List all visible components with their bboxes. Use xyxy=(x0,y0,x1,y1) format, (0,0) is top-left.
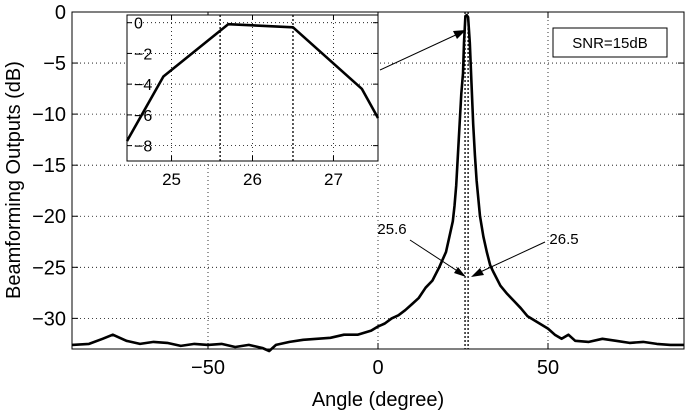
inset-ticks: 25 26 27 0 −2 −4 −6 −8 xyxy=(127,15,378,189)
inset-y-tick-label: −2 xyxy=(134,46,152,63)
inset-curve-layer xyxy=(125,15,380,161)
zoom-arrow-line xyxy=(379,32,461,71)
main-ticks: −50 0 500−5−10−15−20−25−30 xyxy=(32,2,684,379)
x-axis-label: Angle (degree) xyxy=(312,389,444,411)
inset-y-tick-label: −8 xyxy=(134,139,152,156)
x-tick-label: 50 xyxy=(537,357,559,379)
inset-y-tick-label: 0 xyxy=(134,16,143,33)
marker-label-26-5: 26.5 xyxy=(549,231,578,248)
snr-legend: SNR=15dB xyxy=(552,27,668,58)
marker-label-25-6: 25.6 xyxy=(377,221,406,238)
main-curve-layer xyxy=(71,12,684,353)
y-tick-label: −15 xyxy=(32,155,66,177)
inset-x-tick-label: 27 xyxy=(324,170,343,189)
beamforming-curve xyxy=(71,13,684,353)
inset-grid xyxy=(127,15,378,161)
x-tick-label: −50 xyxy=(191,357,225,379)
snr-legend-text: SNR=15dB xyxy=(572,35,647,52)
y-tick-label: −25 xyxy=(32,257,66,279)
inset-beamforming-curve xyxy=(125,22,380,142)
y-tick-label: −30 xyxy=(32,308,66,330)
inset-y-tick-label: −6 xyxy=(134,108,152,125)
marker-arrow-25-6-head xyxy=(454,267,466,277)
snr-legend-box xyxy=(552,27,668,58)
y-tick-label: −20 xyxy=(32,206,66,228)
inset-plot: 25 26 27 0 −2 −4 −6 −8 xyxy=(125,14,380,189)
y-tick-label: −10 xyxy=(32,104,66,126)
marker-arrow-26-5-head xyxy=(471,268,484,277)
y-axis-label: Beamforming Outputs (dB) xyxy=(3,61,25,299)
marker-arrow-26-5-line xyxy=(475,241,546,275)
annotations: 25.6 26.5 xyxy=(377,30,579,277)
inset-x-tick-label: 26 xyxy=(243,170,262,189)
inset-x-tick-label: 25 xyxy=(162,170,181,189)
x-tick-label: 0 xyxy=(372,357,383,379)
y-tick-label: 0 xyxy=(55,2,66,24)
marker-arrow-25-6-line xyxy=(409,239,463,275)
y-tick-label: −5 xyxy=(43,53,66,75)
zoom-arrow-head xyxy=(453,30,466,39)
inset-y-tick-label: −4 xyxy=(134,77,152,94)
